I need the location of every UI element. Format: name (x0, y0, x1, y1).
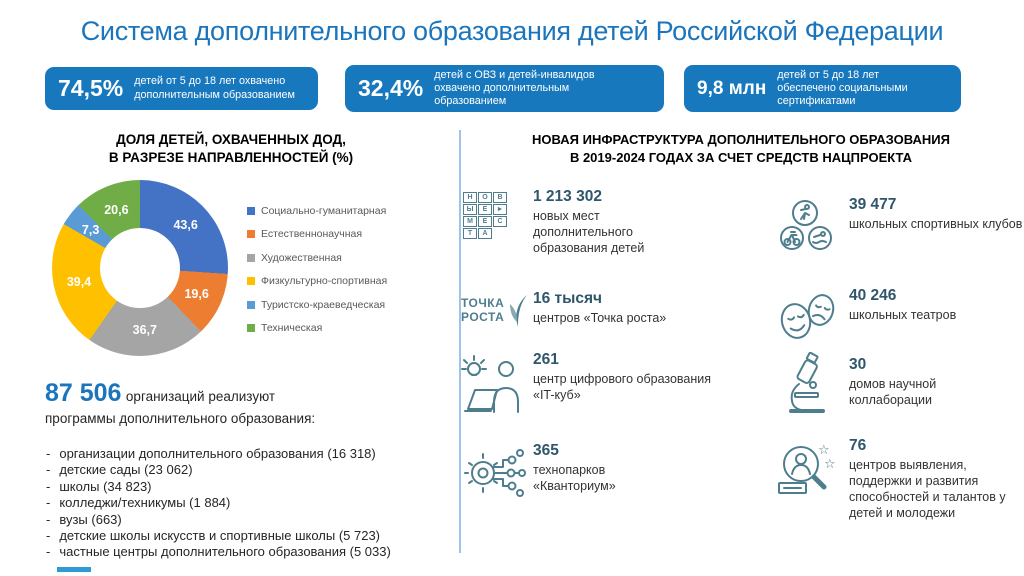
donut-slice-label: 7,3 (81, 222, 100, 237)
star-icon: ☆ (818, 443, 830, 458)
leaf-icon (510, 295, 528, 327)
list-item: частные центры дополнительного образован… (46, 544, 390, 560)
donut-slice-label: 39,4 (66, 274, 92, 289)
logo-letter-cell: В (493, 192, 507, 203)
donut-slice-label: 43,6 (173, 218, 198, 233)
organizations-summary: 87 506 организаций реализуют программы д… (45, 379, 316, 426)
stat-label: детей от 5 до 18 лет обеспечено социальн… (777, 68, 908, 108)
donut-chart: 43,6 19,6 36,7 39,4 7,3 20,6 (52, 180, 228, 356)
info-item-kvantorium: 365 технопарков «Кванториум» (533, 442, 616, 493)
legend-swatch (247, 230, 255, 239)
legend-item: Туристско-краеведческая (247, 293, 387, 317)
donut-hole (100, 228, 180, 308)
legend-item: Социально-гуманитарная (247, 199, 387, 223)
infrastructure-heading: НОВАЯ ИНФРАСТРУКТУРА ДОПОЛНИТЕЛЬНОГО ОБР… (532, 132, 950, 165)
vertical-divider (459, 130, 461, 553)
stat-label: детей с ОВЗ и детей-инвалидов охвачено д… (434, 68, 595, 108)
legend-swatch (247, 206, 255, 215)
legend-swatch (247, 277, 255, 286)
info-item-sport-clubs: 39 477 школьных спортивных клубов (849, 196, 1023, 231)
legend-swatch (247, 253, 255, 262)
logo-letter-cell: С (493, 216, 507, 227)
list-item: вузы (663) (46, 512, 391, 528)
legend-label: Техническая (261, 322, 323, 335)
logo-letter-cell: О (478, 192, 492, 203)
new-places-logo: Н О В Ы Е ► М Е С Т А (463, 192, 507, 239)
star-icon: ☆ (824, 457, 836, 472)
info-item-new-places: 1 213 302 новых мест дополнительного обр… (533, 188, 645, 255)
info-item-tochka-rosta: 16 тысяч центров «Точка роста» (533, 290, 667, 325)
tochka-rosta-logo: ТОЧКА РОСТА (461, 294, 528, 328)
theater-masks-icon (774, 288, 844, 349)
donut-slice-label: 36,7 (132, 323, 157, 338)
logo-letter-cell: Т (463, 228, 477, 239)
logo-letter-cell: Е (478, 216, 492, 227)
legend-label: Художественная (261, 251, 342, 264)
organizations-count: 87 506 (45, 379, 122, 407)
stat-label: детей от 5 до 18 лет охвачено дополнител… (134, 75, 295, 101)
donut-slice-label: 20,6 (104, 203, 129, 218)
donut-slice-label: 19,6 (184, 287, 209, 302)
legend-label: Физкультурно-спортивная (261, 275, 388, 288)
logo-letter-cell: ► (493, 204, 507, 215)
gear-circuit-icon (464, 445, 526, 506)
stat-value: 32,4% (358, 75, 424, 101)
person-laptop-idea-icon (461, 354, 525, 419)
footer-accent-bar (57, 567, 91, 572)
chart-heading: ДОЛЯ ДЕТЕЙ, ОХВАЧЕННЫХ ДОД, В РАЗРЕЗЕ НА… (108, 132, 354, 165)
logo-letter-cell: Е (478, 204, 492, 215)
legend-swatch (247, 324, 255, 333)
stat-box-coverage: 74,5% детей от 5 до 18 лет охвачено допо… (45, 67, 318, 110)
chart-legend: Социально-гуманитарная Естественнонаучная… (247, 199, 387, 340)
legend-label: Естественнонаучная (261, 228, 363, 241)
legend-label: Туристско-краеведческая (261, 298, 386, 311)
legend-item: Техническая (247, 317, 387, 341)
info-item-it-cube: 261 центр цифрового образования «IT-куб» (533, 351, 712, 402)
stat-value: 74,5% (58, 75, 124, 101)
list-item: колледжи/техникумы (1 884) (46, 495, 391, 511)
sports-icons (779, 198, 845, 257)
legend-swatch (247, 300, 255, 309)
legend-item: Физкультурно-спортивная (247, 270, 387, 294)
legend-label: Социально-гуманитарная (261, 204, 387, 217)
talent-search-icon: ☆ ☆ (776, 440, 846, 507)
stat-box-ovz: 32,4% детей с ОВЗ и детей-инвалидов охва… (345, 65, 664, 112)
logo-letter-cell: А (478, 228, 492, 239)
logo-letter-cell: М (463, 216, 477, 227)
info-item-talent-centers: 76 центров выявления, поддержки и развит… (849, 437, 1006, 520)
info-item-science-homes: 30 домов научной коллаборации (849, 356, 937, 407)
legend-item: Естественнонаучная (247, 223, 387, 247)
list-item: детские школы искусств и спортивные школ… (46, 528, 391, 544)
stat-value: 9,8 млн (697, 77, 767, 99)
list-item: организации дополнительного образования … (46, 446, 391, 462)
microscope-icon (786, 351, 832, 421)
legend-item: Художественная (247, 246, 387, 270)
page-title: Система дополнительного образования дете… (80, 16, 944, 46)
organizations-list: организации дополнительного образования … (46, 446, 391, 561)
stat-box-certificates: 9,8 млн детей от 5 до 18 лет обеспечено … (684, 65, 961, 112)
logo-letter-cell: Ы (463, 204, 477, 215)
list-item: детские сады (23 062) (46, 462, 391, 478)
list-item: школы (34 823) (46, 479, 391, 495)
info-item-theaters: 40 246 школьных театров (849, 287, 957, 322)
logo-letter-cell: Н (463, 192, 477, 203)
